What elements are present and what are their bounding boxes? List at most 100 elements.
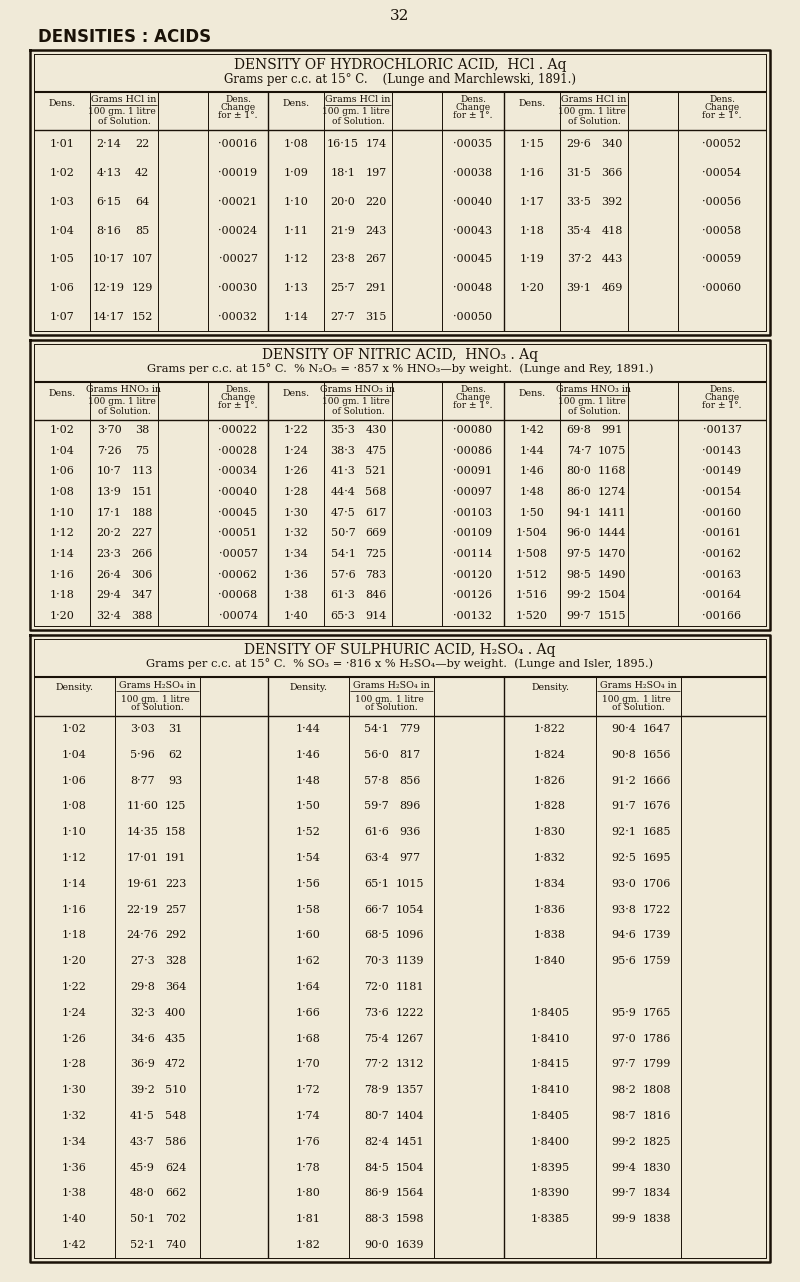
- Text: Change: Change: [705, 394, 739, 403]
- Text: ·00074: ·00074: [218, 610, 258, 620]
- Text: 1·12: 1·12: [62, 853, 87, 863]
- Text: 1·78: 1·78: [296, 1163, 321, 1173]
- Text: 1·830: 1·830: [534, 827, 566, 837]
- Text: 1·508: 1·508: [516, 549, 548, 559]
- Text: of Solution.: of Solution.: [612, 704, 665, 713]
- Text: for ± 1°.: for ± 1°.: [702, 112, 742, 121]
- Text: 702: 702: [165, 1214, 186, 1224]
- Text: ·00161: ·00161: [702, 528, 742, 538]
- Text: 1·68: 1·68: [296, 1033, 321, 1044]
- Text: 1564: 1564: [395, 1188, 424, 1199]
- Text: ·00154: ·00154: [702, 487, 742, 497]
- Text: 1·836: 1·836: [534, 905, 566, 914]
- Text: DENSITY OF NITRIC ACID,  HNO₃ . Aq: DENSITY OF NITRIC ACID, HNO₃ . Aq: [262, 347, 538, 362]
- Text: 3·03: 3·03: [130, 724, 155, 733]
- Text: 1274: 1274: [598, 487, 626, 497]
- Text: 1·70: 1·70: [296, 1059, 321, 1069]
- Text: 1·05: 1·05: [50, 254, 74, 264]
- Text: 1·828: 1·828: [534, 801, 566, 812]
- Text: 227: 227: [131, 528, 153, 538]
- Text: 63·4: 63·4: [364, 853, 389, 863]
- Text: ·00120: ·00120: [454, 569, 493, 579]
- Text: 1·24: 1·24: [62, 1008, 87, 1018]
- Text: Grams H₂SO₄ in: Grams H₂SO₄ in: [353, 682, 430, 691]
- Text: Dens.: Dens.: [518, 99, 546, 108]
- Text: 1·76: 1·76: [296, 1137, 321, 1147]
- Text: 1·16: 1·16: [62, 905, 87, 914]
- Text: 4·13: 4·13: [97, 168, 122, 178]
- Text: 10·7: 10·7: [97, 467, 122, 477]
- Text: 1·04: 1·04: [50, 226, 74, 236]
- Text: 1·08: 1·08: [62, 801, 87, 812]
- Text: 12·19: 12·19: [93, 283, 125, 292]
- Text: 48·0: 48·0: [130, 1188, 155, 1199]
- Text: 80·0: 80·0: [566, 467, 591, 477]
- Text: 1·17: 1·17: [520, 196, 544, 206]
- Text: 292: 292: [165, 931, 186, 941]
- Text: ·00160: ·00160: [702, 508, 742, 518]
- Text: 1267: 1267: [395, 1033, 424, 1044]
- Text: 1·81: 1·81: [296, 1214, 321, 1224]
- Text: Grams HNO₃ in: Grams HNO₃ in: [86, 386, 162, 395]
- Text: 52·1: 52·1: [130, 1240, 155, 1250]
- Text: 1 litre: 1 litre: [362, 108, 390, 117]
- Text: 266: 266: [131, 549, 153, 559]
- Text: 1666: 1666: [642, 776, 670, 786]
- Text: Dens.: Dens.: [460, 385, 486, 394]
- Text: 1357: 1357: [395, 1086, 424, 1095]
- Text: 1·46: 1·46: [296, 750, 321, 760]
- Text: 1054: 1054: [395, 905, 424, 914]
- Text: 1·8405: 1·8405: [530, 1008, 570, 1018]
- Text: 66·7: 66·7: [364, 905, 389, 914]
- Text: ·00051: ·00051: [218, 528, 258, 538]
- Text: ·00050: ·00050: [454, 312, 493, 322]
- Text: 1·32: 1·32: [283, 528, 309, 538]
- Text: 347: 347: [131, 590, 153, 600]
- Text: 29·4: 29·4: [97, 590, 122, 600]
- Text: Grams per c.c. at 15° C.  % SO₃ = ·816 x % H₂SO₄—by weight.  (Lunge and Isler, 1: Grams per c.c. at 15° C. % SO₃ = ·816 x …: [146, 659, 654, 669]
- Text: 469: 469: [602, 283, 622, 292]
- Text: 98·7: 98·7: [611, 1111, 636, 1120]
- Text: 1·26: 1·26: [62, 1033, 87, 1044]
- Text: 1816: 1816: [642, 1111, 670, 1120]
- Text: 1·03: 1·03: [50, 196, 74, 206]
- Text: Dens.: Dens.: [518, 388, 546, 397]
- Text: 27·7: 27·7: [330, 312, 355, 322]
- Text: 291: 291: [366, 283, 386, 292]
- Text: ·00164: ·00164: [702, 590, 742, 600]
- Text: 1139: 1139: [395, 956, 424, 967]
- Text: 991: 991: [602, 426, 622, 436]
- Text: 1·60: 1·60: [296, 931, 321, 941]
- Text: 1706: 1706: [642, 878, 670, 888]
- Text: 1676: 1676: [642, 801, 670, 812]
- Text: ·00045: ·00045: [218, 508, 258, 518]
- Text: 418: 418: [602, 226, 622, 236]
- Text: 54·1: 54·1: [330, 549, 355, 559]
- Text: Grams HNO₃ in: Grams HNO₃ in: [321, 386, 395, 395]
- Text: 1·01: 1·01: [50, 140, 74, 150]
- Text: 1·26: 1·26: [283, 467, 309, 477]
- Text: 1 litre: 1 litre: [642, 695, 670, 704]
- Text: 1·8400: 1·8400: [530, 1137, 570, 1147]
- Text: 366: 366: [602, 168, 622, 178]
- Text: 1·36: 1·36: [283, 569, 309, 579]
- Text: 80·7: 80·7: [364, 1111, 389, 1120]
- Text: 41·5: 41·5: [130, 1111, 155, 1120]
- Text: 1·8415: 1·8415: [530, 1059, 570, 1069]
- Text: 510: 510: [165, 1086, 186, 1095]
- Text: 99·7: 99·7: [566, 610, 591, 620]
- Text: 977: 977: [399, 853, 420, 863]
- Text: 1·74: 1·74: [296, 1111, 321, 1120]
- Text: 1·8385: 1·8385: [530, 1214, 570, 1224]
- Text: 435: 435: [165, 1033, 186, 1044]
- Text: 1411: 1411: [598, 508, 626, 518]
- Text: 35·3: 35·3: [330, 426, 355, 436]
- Text: 64: 64: [135, 196, 149, 206]
- Text: 86·9: 86·9: [364, 1188, 389, 1199]
- Text: 1·30: 1·30: [62, 1086, 87, 1095]
- Text: 100 gm.: 100 gm.: [121, 695, 158, 704]
- Text: 1·16: 1·16: [519, 168, 545, 178]
- Text: 1·516: 1·516: [516, 590, 548, 600]
- Text: 100 gm.: 100 gm.: [88, 108, 126, 117]
- Text: Change: Change: [455, 104, 490, 113]
